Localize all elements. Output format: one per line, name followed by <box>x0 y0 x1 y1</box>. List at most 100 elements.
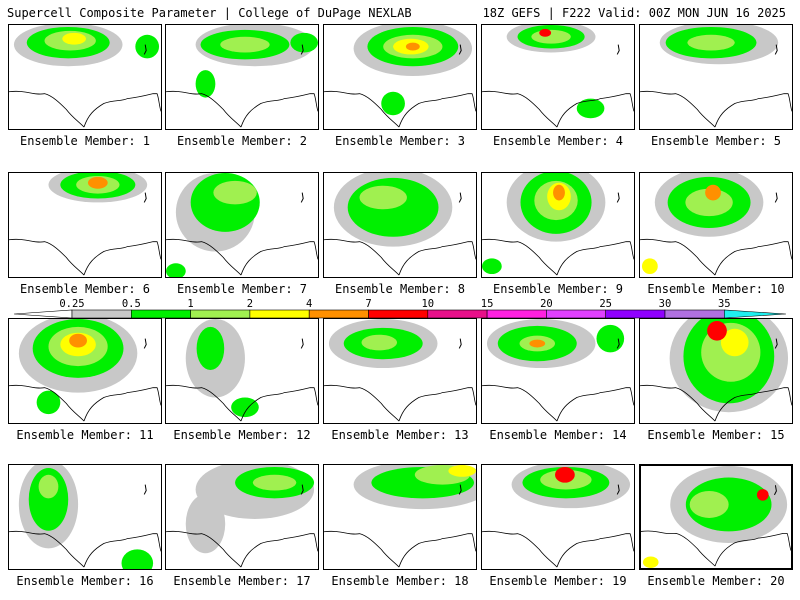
member-map-panel <box>165 172 319 278</box>
scp-contour-region <box>62 32 86 45</box>
scp-contour-region <box>196 326 225 371</box>
scp-contour-region <box>185 494 226 554</box>
colorbar-min-arrow <box>13 309 73 319</box>
colorbar-segment <box>308 309 369 319</box>
coastline <box>482 530 634 568</box>
scp-contour-region <box>166 263 186 277</box>
coastline <box>324 384 476 422</box>
lake-shoreline <box>774 485 777 496</box>
scp-contour-region <box>482 258 502 275</box>
colorbar-tick-label: 4 <box>306 298 312 310</box>
lake-shoreline <box>300 192 304 203</box>
colorbar-segment <box>605 309 666 319</box>
lake-shoreline <box>458 192 462 203</box>
member-label: Ensemble Member: 13 <box>331 428 469 442</box>
scp-contour-region <box>553 184 565 201</box>
scp-field-map <box>166 465 318 568</box>
lake-shoreline <box>616 44 620 55</box>
member-map-panel <box>639 172 793 278</box>
member-label: Ensemble Member: 19 <box>489 574 627 588</box>
scp-field-map <box>482 173 634 276</box>
scp-field-map <box>641 466 791 568</box>
coastline <box>166 238 318 276</box>
member-label: Ensemble Member: 1 <box>19 134 151 148</box>
lake-shoreline <box>300 484 304 495</box>
member-label: Ensemble Member: 18 <box>331 574 469 588</box>
lake-shoreline <box>458 484 462 495</box>
lake-shoreline <box>774 44 778 55</box>
coastline <box>324 90 476 128</box>
lake-shoreline <box>143 484 147 495</box>
colorbar-tick-label: 0.25 <box>59 298 84 310</box>
coastline <box>640 90 792 128</box>
member-map-panel <box>639 464 793 570</box>
member-map-panel <box>481 172 635 278</box>
lake-shoreline <box>616 192 620 203</box>
lake-shoreline <box>458 44 462 55</box>
scp-contour-region <box>531 29 571 44</box>
colorbar-segment <box>723 309 787 319</box>
scp-field-map <box>9 319 161 422</box>
scp-field-map <box>640 25 792 128</box>
scp-contour-region <box>539 28 552 37</box>
coastline <box>324 238 476 276</box>
scp-contour-region <box>220 36 270 53</box>
scp-contour-region <box>687 34 735 51</box>
colorbar-tick-label: 2 <box>247 298 253 310</box>
coastline <box>482 238 634 276</box>
coastline <box>166 384 318 422</box>
member-map-panel <box>481 464 635 570</box>
member-label: Ensemble Member: 4 <box>492 134 624 148</box>
scp-contour-region <box>405 42 420 51</box>
coastline <box>482 384 634 422</box>
colorbar-tick-label: 0.5 <box>122 298 141 310</box>
scp-contour-region <box>359 185 407 210</box>
color-scale-bar: 0.25 0.5 1 2 4 7 10 15 20 25 30 35 <box>13 298 787 320</box>
scp-field-map <box>324 319 476 422</box>
scp-field-map <box>166 25 318 128</box>
lake-shoreline <box>300 44 304 55</box>
member-map-panel <box>8 464 162 570</box>
member-map-panel <box>323 464 477 570</box>
coastline <box>166 530 318 568</box>
member-label: Ensemble Member: 5 <box>650 134 782 148</box>
scp-contour-region <box>756 489 769 501</box>
member-label: Ensemble Member: 3 <box>334 134 466 148</box>
scp-contour-region <box>642 556 659 568</box>
member-map-panel <box>8 24 162 130</box>
member-label: Ensemble Member: 15 <box>647 428 785 442</box>
lake-shoreline <box>143 338 147 349</box>
member-label: Ensemble Member: 9 <box>492 282 624 296</box>
colorbar-tick-label: 35 <box>718 298 731 310</box>
member-label: Ensemble Member: 16 <box>16 574 154 588</box>
scp-contour-region <box>689 491 729 518</box>
scp-contour-region <box>555 466 575 483</box>
member-label: Ensemble Member: 8 <box>334 282 466 296</box>
scp-field-map <box>640 319 792 422</box>
colorbar-tick-label: 20 <box>540 298 553 310</box>
scp-contour-region <box>596 324 625 353</box>
scp-contour-region <box>121 549 154 569</box>
lake-shoreline <box>143 44 147 55</box>
model-run-info: 18Z GEFS | F222 Valid: 00Z MON JUN 16 20… <box>482 6 786 20</box>
lake-shoreline <box>300 338 304 349</box>
scp-field-map <box>9 173 161 276</box>
scp-contour-region <box>252 474 297 491</box>
colorbar-tick-label: 1 <box>187 298 193 310</box>
scp-contour-region <box>720 328 749 357</box>
lake-shoreline <box>774 338 778 349</box>
scp-contour-region <box>448 465 476 477</box>
colorbar-segment <box>546 309 607 319</box>
lake-shoreline <box>143 192 147 203</box>
scp-contour-region <box>290 32 318 53</box>
member-map-panel <box>481 24 635 130</box>
scp-contour-region <box>195 70 216 98</box>
scp-contour-region <box>28 467 69 531</box>
colorbar-segment <box>131 309 191 319</box>
member-label: Ensemble Member: 6 <box>19 282 151 296</box>
coastline <box>640 384 792 422</box>
scp-field-map <box>9 25 161 128</box>
scp-field-map <box>166 173 318 277</box>
scp-contour-region <box>685 188 733 217</box>
colorbar-segment <box>486 309 547 319</box>
